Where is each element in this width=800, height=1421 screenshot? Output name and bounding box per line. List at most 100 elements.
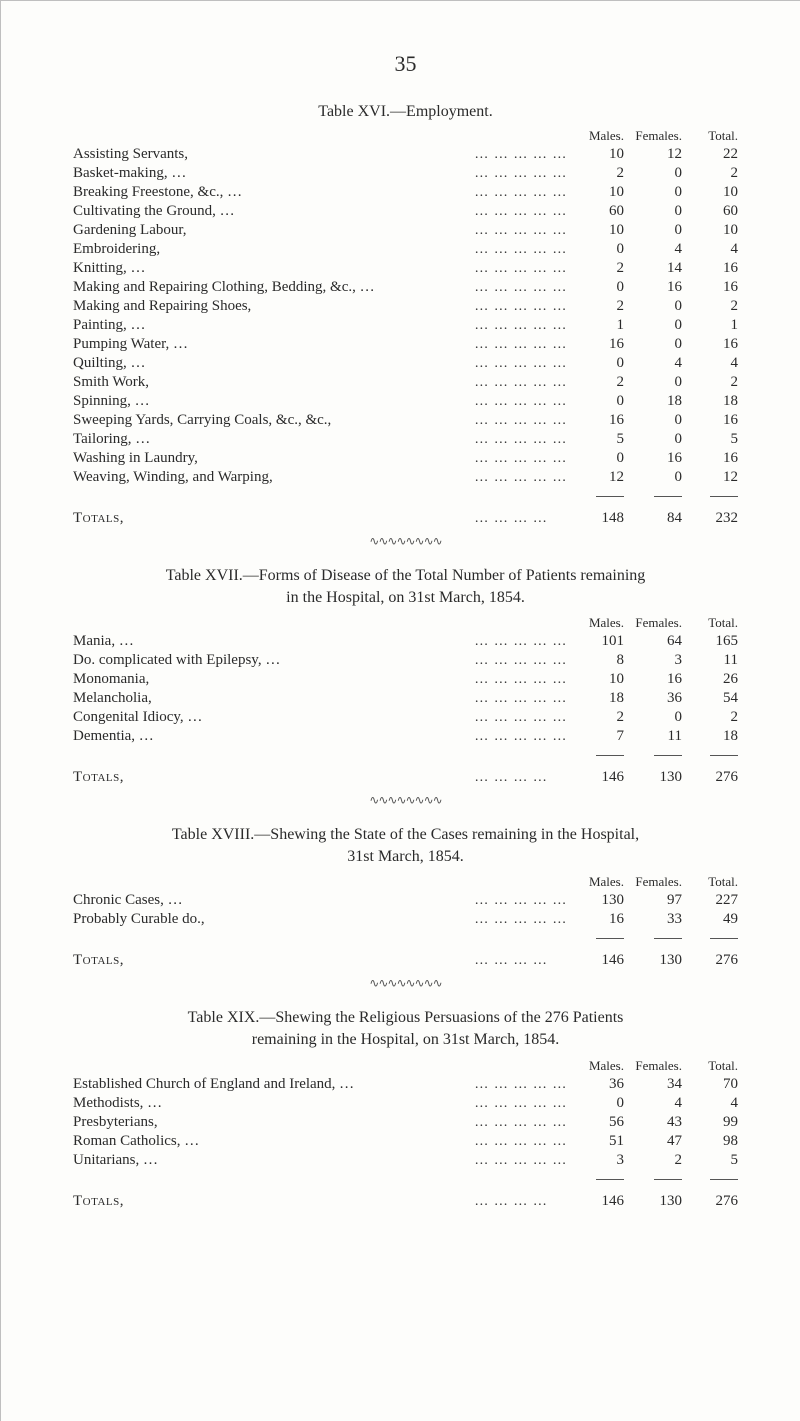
row-label: Congenital Idiocy, …	[71, 708, 472, 727]
table-row: Pumping Water, … … … … … … 16 0 16	[71, 335, 740, 354]
col-header-total: Total.	[684, 127, 740, 145]
cell-total: 11	[684, 651, 740, 670]
totals-label: Totals,	[71, 765, 472, 787]
table-xix: Males. Females. Total. Established Churc…	[71, 1057, 740, 1211]
table-row: Presbyterians, … … … … … 56 43 99	[71, 1113, 740, 1132]
table-row: Breaking Freestone, &c., … … … … … … 10 …	[71, 183, 740, 202]
leader-dots: … … … … …	[472, 1132, 569, 1151]
row-label: Established Church of England and Irelan…	[71, 1075, 472, 1094]
table-row: Sweeping Yards, Carrying Coals, &c., &c.…	[71, 411, 740, 430]
table-row: Do. complicated with Epilepsy, … … … … ……	[71, 651, 740, 670]
leader-dots: … … … … …	[472, 1075, 569, 1094]
table-row: Making and Repairing Clothing, Bedding, …	[71, 278, 740, 297]
cell-females: 4	[626, 240, 684, 259]
cell-females: 0	[626, 297, 684, 316]
totals-row: Totals, … … … … 148 84 232	[71, 506, 740, 528]
cell-total: 1	[684, 316, 740, 335]
cell-females: 16	[626, 670, 684, 689]
table-row: Chronic Cases, … … … … … … 130 97 227	[71, 891, 740, 910]
table-row: Making and Repairing Shoes, … … … … … 2 …	[71, 297, 740, 316]
cell-males: 56	[569, 1113, 626, 1132]
divider-ornament: ∿∿∿∿∿∿∿∿	[71, 793, 740, 808]
row-label: Melancholia,	[71, 689, 472, 708]
cell-total: 18	[684, 392, 740, 411]
cell-females: 0	[626, 164, 684, 183]
cell-males: 5	[569, 430, 626, 449]
row-label: Smith Work,	[71, 373, 472, 392]
col-header-females: Females.	[626, 127, 684, 145]
row-label: Monomania,	[71, 670, 472, 689]
leader-dots: … … … … …	[472, 910, 569, 929]
rule-dash	[654, 755, 682, 756]
title-line: Table XVII.—Forms of Disease of the Tota…	[166, 567, 646, 584]
col-header-total: Total.	[684, 614, 740, 632]
leader-dots: … … … … …	[472, 316, 569, 335]
totals-label: Totals,	[71, 506, 472, 528]
totals-females: 130	[626, 1189, 684, 1211]
cell-females: 64	[626, 632, 684, 651]
cell-females: 43	[626, 1113, 684, 1132]
cell-females: 2	[626, 1151, 684, 1170]
cell-females: 12	[626, 145, 684, 164]
table-row: Smith Work, … … … … … 2 0 2	[71, 373, 740, 392]
leader-dots: … … … … …	[472, 145, 569, 164]
title-line: remaining in the Hospital, on 31st March…	[252, 1031, 560, 1048]
row-label: Quilting, …	[71, 354, 472, 373]
cell-males: 7	[569, 727, 626, 746]
cell-females: 16	[626, 278, 684, 297]
rule-dash	[596, 755, 624, 756]
table-row: Washing in Laundry, … … … … … 0 16 16	[71, 449, 740, 468]
leader-dots: … … … … …	[472, 708, 569, 727]
cell-total: 2	[684, 373, 740, 392]
col-header-females: Females.	[626, 1057, 684, 1075]
leader-dots: … … … … …	[472, 183, 569, 202]
cell-males: 16	[569, 411, 626, 430]
leader-dots: … … … … …	[472, 202, 569, 221]
table-row: Methodists, … … … … … … 0 4 4	[71, 1094, 740, 1113]
divider-ornament: ∿∿∿∿∿∿∿∿	[71, 534, 740, 549]
totals-total: 276	[684, 765, 740, 787]
title-line: Table XIX.—Shewing the Religious Persuas…	[188, 1009, 624, 1026]
leader-dots: … … … … …	[472, 727, 569, 746]
cell-males: 2	[569, 373, 626, 392]
cell-males: 2	[569, 708, 626, 727]
cell-females: 16	[626, 449, 684, 468]
row-label: Pumping Water, …	[71, 335, 472, 354]
table-row: Cultivating the Ground, … … … … … … 60 0…	[71, 202, 740, 221]
row-label: Do. complicated with Epilepsy, …	[71, 651, 472, 670]
leader-dots: … … … … …	[472, 297, 569, 316]
leader-dots: … … … … …	[472, 373, 569, 392]
totals-males: 148	[569, 506, 626, 528]
table-header-row: Males. Females. Total.	[71, 614, 740, 632]
cell-total: 12	[684, 468, 740, 487]
rule-dash	[710, 496, 738, 497]
title-line: Table XVIII.—Shewing the State of the Ca…	[172, 826, 639, 843]
leader-dots: … … … … …	[472, 689, 569, 708]
cell-females: 4	[626, 354, 684, 373]
rule-row	[71, 1170, 740, 1189]
row-label: Dementia, …	[71, 727, 472, 746]
cell-males: 130	[569, 891, 626, 910]
cell-females: 47	[626, 1132, 684, 1151]
rule-row	[71, 746, 740, 765]
rule-dash	[596, 496, 624, 497]
cell-total: 70	[684, 1075, 740, 1094]
cell-females: 0	[626, 202, 684, 221]
row-label: Breaking Freestone, &c., …	[71, 183, 472, 202]
totals-label: Totals,	[71, 1189, 472, 1211]
leader-dots: … … … … …	[472, 164, 569, 183]
totals-row: Totals, … … … … 146 130 276	[71, 1189, 740, 1211]
table-row: Congenital Idiocy, … … … … … … 2 0 2	[71, 708, 740, 727]
cell-total: 2	[684, 708, 740, 727]
divider-ornament: ∿∿∿∿∿∿∿∿	[71, 976, 740, 991]
cell-females: 34	[626, 1075, 684, 1094]
row-label: Mania, …	[71, 632, 472, 651]
row-label: Knitting, …	[71, 259, 472, 278]
leader-dots: … … … …	[472, 1189, 569, 1211]
leader-dots: … … … …	[472, 765, 569, 787]
cell-females: 4	[626, 1094, 684, 1113]
totals-males: 146	[569, 948, 626, 970]
rule-dash	[710, 755, 738, 756]
table-xvi-title: Table XVI.—Employment.	[71, 103, 740, 121]
leader-dots: … … … … …	[472, 221, 569, 240]
